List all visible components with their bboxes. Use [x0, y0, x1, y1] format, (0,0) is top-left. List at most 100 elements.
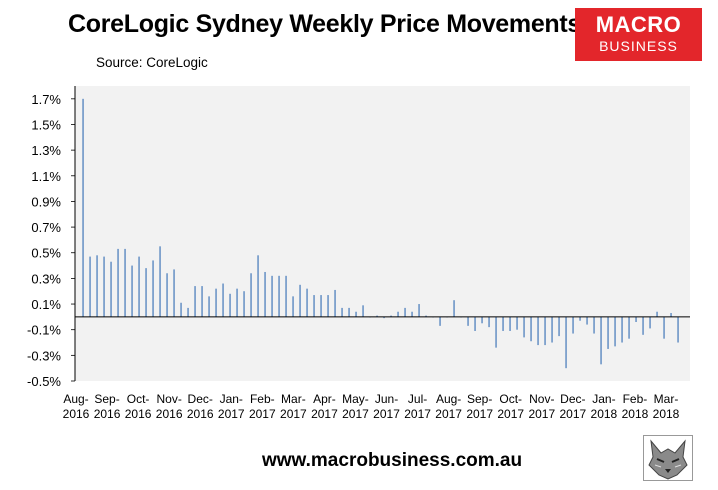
- x-tick-label: 2017: [528, 407, 555, 421]
- bar: [376, 315, 378, 317]
- y-tick-label: -0.1%: [27, 323, 61, 338]
- bar: [320, 295, 322, 317]
- bar: [670, 313, 672, 317]
- y-tick-label: 0.7%: [31, 220, 61, 235]
- bar: [327, 295, 329, 317]
- bar: [579, 316, 581, 321]
- macrobusiness-logo: MACRO BUSINESS: [575, 8, 702, 61]
- bar: [236, 288, 238, 317]
- bar: [453, 300, 455, 317]
- x-tick-label: 2016: [156, 407, 183, 421]
- bar: [572, 316, 574, 334]
- bar: [201, 286, 203, 317]
- bar: [334, 289, 336, 317]
- bar: [292, 296, 294, 317]
- bar: [138, 256, 140, 317]
- logo-line-2: BUSINESS: [599, 38, 678, 54]
- x-tick-label: Jan-: [592, 392, 615, 406]
- y-tick-label: 0.1%: [31, 297, 61, 312]
- y-tick-label: -0.5%: [27, 374, 61, 389]
- bar: [467, 316, 469, 326]
- bar: [481, 316, 483, 324]
- bar: [383, 316, 385, 319]
- x-tick-label: Jun-: [375, 392, 398, 406]
- bar: [362, 305, 364, 317]
- bar: [614, 316, 616, 347]
- x-tick-label: 2017: [435, 407, 462, 421]
- bar: [397, 311, 399, 317]
- x-tick-label: Dec-: [560, 392, 585, 406]
- bar: [285, 275, 287, 317]
- bar: [271, 275, 273, 317]
- x-tick-label: May-: [342, 392, 369, 406]
- x-tick-label: Jul-: [408, 392, 427, 406]
- x-tick-label: 2018: [622, 407, 649, 421]
- bar: [530, 316, 532, 342]
- bar: [194, 286, 196, 317]
- x-tick-label: Mar-: [281, 392, 306, 406]
- y-tick-label: 1.7%: [31, 92, 61, 107]
- bar: [215, 288, 217, 317]
- bar: [208, 296, 210, 317]
- bar: [635, 316, 637, 322]
- chart-source: Source: CoreLogic: [96, 55, 208, 70]
- x-tick-label: Sep-: [467, 392, 492, 406]
- bar: [250, 273, 252, 317]
- x-tick-label: 2017: [373, 407, 400, 421]
- bar: [124, 248, 126, 317]
- bar: [649, 316, 651, 329]
- x-tick-label: Oct-: [127, 392, 150, 406]
- bar: [411, 311, 413, 317]
- wolf-logo-icon: [643, 435, 693, 481]
- x-tick-label: Sep-: [94, 392, 119, 406]
- x-tick-label: 2017: [311, 407, 338, 421]
- y-tick-label: -0.3%: [27, 348, 61, 363]
- y-tick-label: 0.3%: [31, 271, 61, 286]
- y-tick-label: 0.9%: [31, 194, 61, 209]
- x-tick-label: 2016: [63, 407, 90, 421]
- bar: [509, 316, 511, 331]
- bar: [103, 256, 105, 317]
- bar: [229, 293, 231, 317]
- bar: [299, 284, 301, 317]
- chart-title: CoreLogic Sydney Weekly Price Movements: [68, 10, 582, 38]
- bar: [565, 316, 567, 369]
- bar: [173, 269, 175, 317]
- x-tick-label: Aug-: [436, 392, 461, 406]
- bar: [558, 316, 560, 337]
- bar: [82, 98, 84, 317]
- bar: [607, 316, 609, 349]
- bar: [264, 271, 266, 317]
- bar: [404, 307, 406, 317]
- bar: [677, 316, 679, 343]
- x-tick-label: 2018: [653, 407, 680, 421]
- bar: [341, 307, 343, 317]
- bar: [152, 260, 154, 317]
- bar: [117, 248, 119, 317]
- y-tick-label: 1.1%: [31, 169, 61, 184]
- x-tick-label: 2017: [342, 407, 369, 421]
- x-tick-label: Nov-: [529, 392, 554, 406]
- bar: [159, 246, 161, 317]
- x-axis: Aug-2016Sep-2016Oct-2016Nov-2016Dec-2016…: [63, 392, 680, 421]
- bar: [278, 275, 280, 317]
- bar: [131, 265, 133, 317]
- bar: [187, 307, 189, 317]
- bar: [313, 295, 315, 317]
- x-tick-label: Mar-: [654, 392, 679, 406]
- x-tick-label: 2017: [218, 407, 245, 421]
- bar: [663, 316, 665, 339]
- x-tick-label: 2017: [249, 407, 276, 421]
- bar: [306, 288, 308, 317]
- bar: [586, 316, 588, 325]
- y-tick-label: 1.3%: [31, 143, 61, 158]
- bar: [537, 316, 539, 346]
- bar-series: [82, 98, 679, 369]
- y-tick-label: 0.5%: [31, 246, 61, 261]
- bar: [348, 307, 350, 317]
- bar: [495, 316, 497, 348]
- bar: [474, 316, 476, 331]
- x-tick-label: Nov-: [156, 392, 181, 406]
- bar: [257, 255, 259, 317]
